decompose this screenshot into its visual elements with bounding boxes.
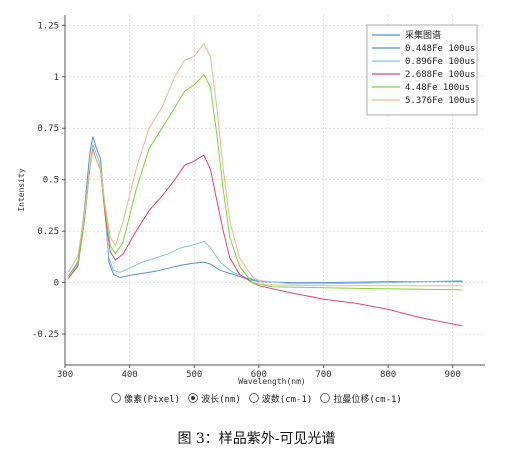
x-tick-label: 800	[380, 370, 396, 380]
radio-unselected-icon[interactable]	[248, 393, 259, 403]
radio-unselected-icon[interactable]	[111, 393, 122, 403]
radio-option[interactable]: 波数(cm-1)	[248, 392, 313, 405]
radio-label: 像素(Pixel)	[124, 394, 181, 405]
axis-unit-radio-group: 像素(Pixel) 波长(nm) 波数(cm-1) 拉曼位移(cm-1)	[0, 390, 513, 406]
legend-title: 采集图谱	[405, 29, 441, 41]
x-tick-labels: 300 400 500 600 700 800 900	[57, 365, 461, 380]
radio-option[interactable]: 像素(Pixel)	[111, 392, 180, 405]
uv-vis-chart: -0.25 0 0.25 0.5 0.75 1 1.25 300 400 500 600 700 80…	[17, 15, 485, 386]
y-tick-label: 1	[54, 73, 59, 83]
x-tick-label: 500	[186, 370, 202, 380]
y-tick-label: 1.25	[37, 21, 59, 31]
figure-caption: 图 3：样品紫外-可见光谱	[177, 431, 336, 447]
legend-label: 2.688Fe 100us	[405, 70, 475, 80]
radio-option[interactable]: 拉曼位移(cm-1)	[320, 392, 402, 405]
radio-label: 波数(cm-1)	[261, 394, 313, 405]
legend-label: 0.896Fe 100us	[405, 57, 475, 67]
radio-option[interactable]: 波长(nm)	[188, 392, 241, 405]
y-axis-title: Intensity	[17, 168, 26, 212]
series-line	[67, 144, 463, 285]
series-line	[67, 136, 463, 284]
y-tick-label: 0	[54, 279, 59, 289]
series-lines	[67, 42, 463, 327]
legend-label: 4.48Fe 100us	[405, 83, 470, 93]
y-tick-label: 0.25	[37, 227, 59, 237]
legend-label: 0.448Fe 100us	[405, 44, 475, 54]
x-tick-label: 400	[121, 370, 137, 380]
radio-selected-icon[interactable]	[188, 393, 199, 403]
x-axis-title: Wavelength(nm)	[238, 377, 305, 386]
radio-unselected-icon[interactable]	[320, 393, 331, 403]
x-tick-label: 700	[315, 370, 331, 380]
legend: 采集图谱 0.448Fe 100us 0.896Fe 100us 2.688Fe 1…	[366, 24, 478, 116]
y-tick-label: 0.75	[37, 124, 59, 134]
y-tick-label: -0.25	[32, 330, 59, 340]
y-tick-label: 0.5	[43, 176, 59, 186]
radio-label: 波长(nm)	[201, 394, 241, 405]
x-tick-label: 300	[57, 370, 73, 380]
x-tick-label: 900	[445, 370, 461, 380]
y-tick-labels: -0.25 0 0.25 0.5 0.75 1 1.25	[32, 21, 65, 340]
legend-label: 5.376Fe 100us	[405, 96, 475, 106]
legend-items: 0.448Fe 100us 0.896Fe 100us 2.688Fe 100us 4…	[372, 44, 475, 106]
series-line	[67, 42, 463, 287]
x-tick-label: 600	[251, 370, 267, 380]
radio-label: 拉曼位移(cm-1)	[333, 394, 402, 405]
